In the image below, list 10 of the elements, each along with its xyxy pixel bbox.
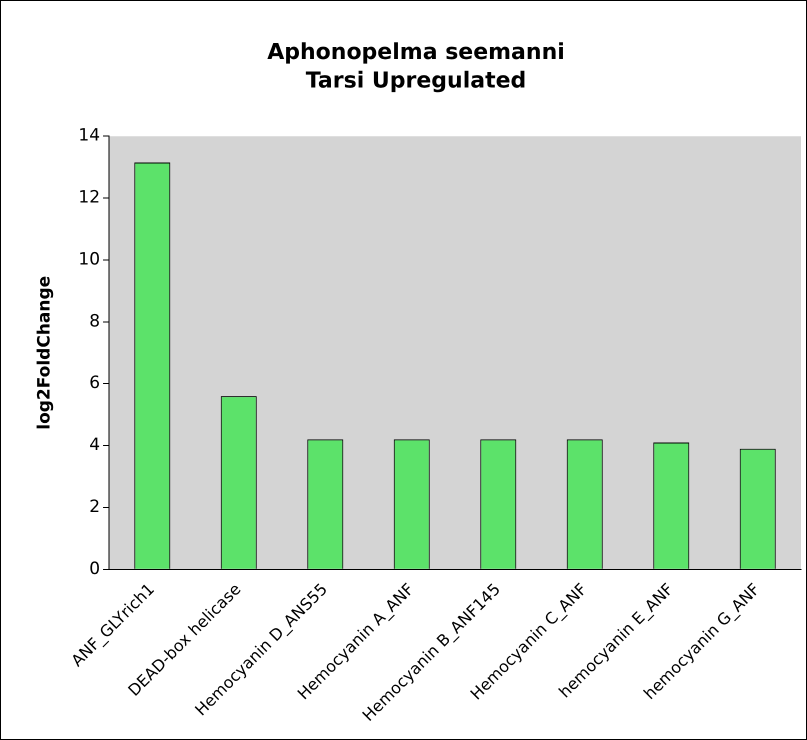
y-tick-label: 12 bbox=[78, 188, 100, 208]
y-tick-label: 4 bbox=[89, 435, 100, 456]
y-tick-label: 8 bbox=[89, 311, 100, 332]
y-axis-title: log2FoldChange bbox=[34, 276, 55, 430]
chart-title: Aphonopelma seemanni Tarsi Upregulated bbox=[267, 40, 565, 94]
y-tick-label: 2 bbox=[89, 496, 100, 517]
y-tick-label: 6 bbox=[89, 373, 100, 394]
y-tick-label: 0 bbox=[89, 558, 100, 579]
y-tick-label: 14 bbox=[78, 126, 100, 146]
y-tick-label: 10 bbox=[78, 249, 100, 270]
